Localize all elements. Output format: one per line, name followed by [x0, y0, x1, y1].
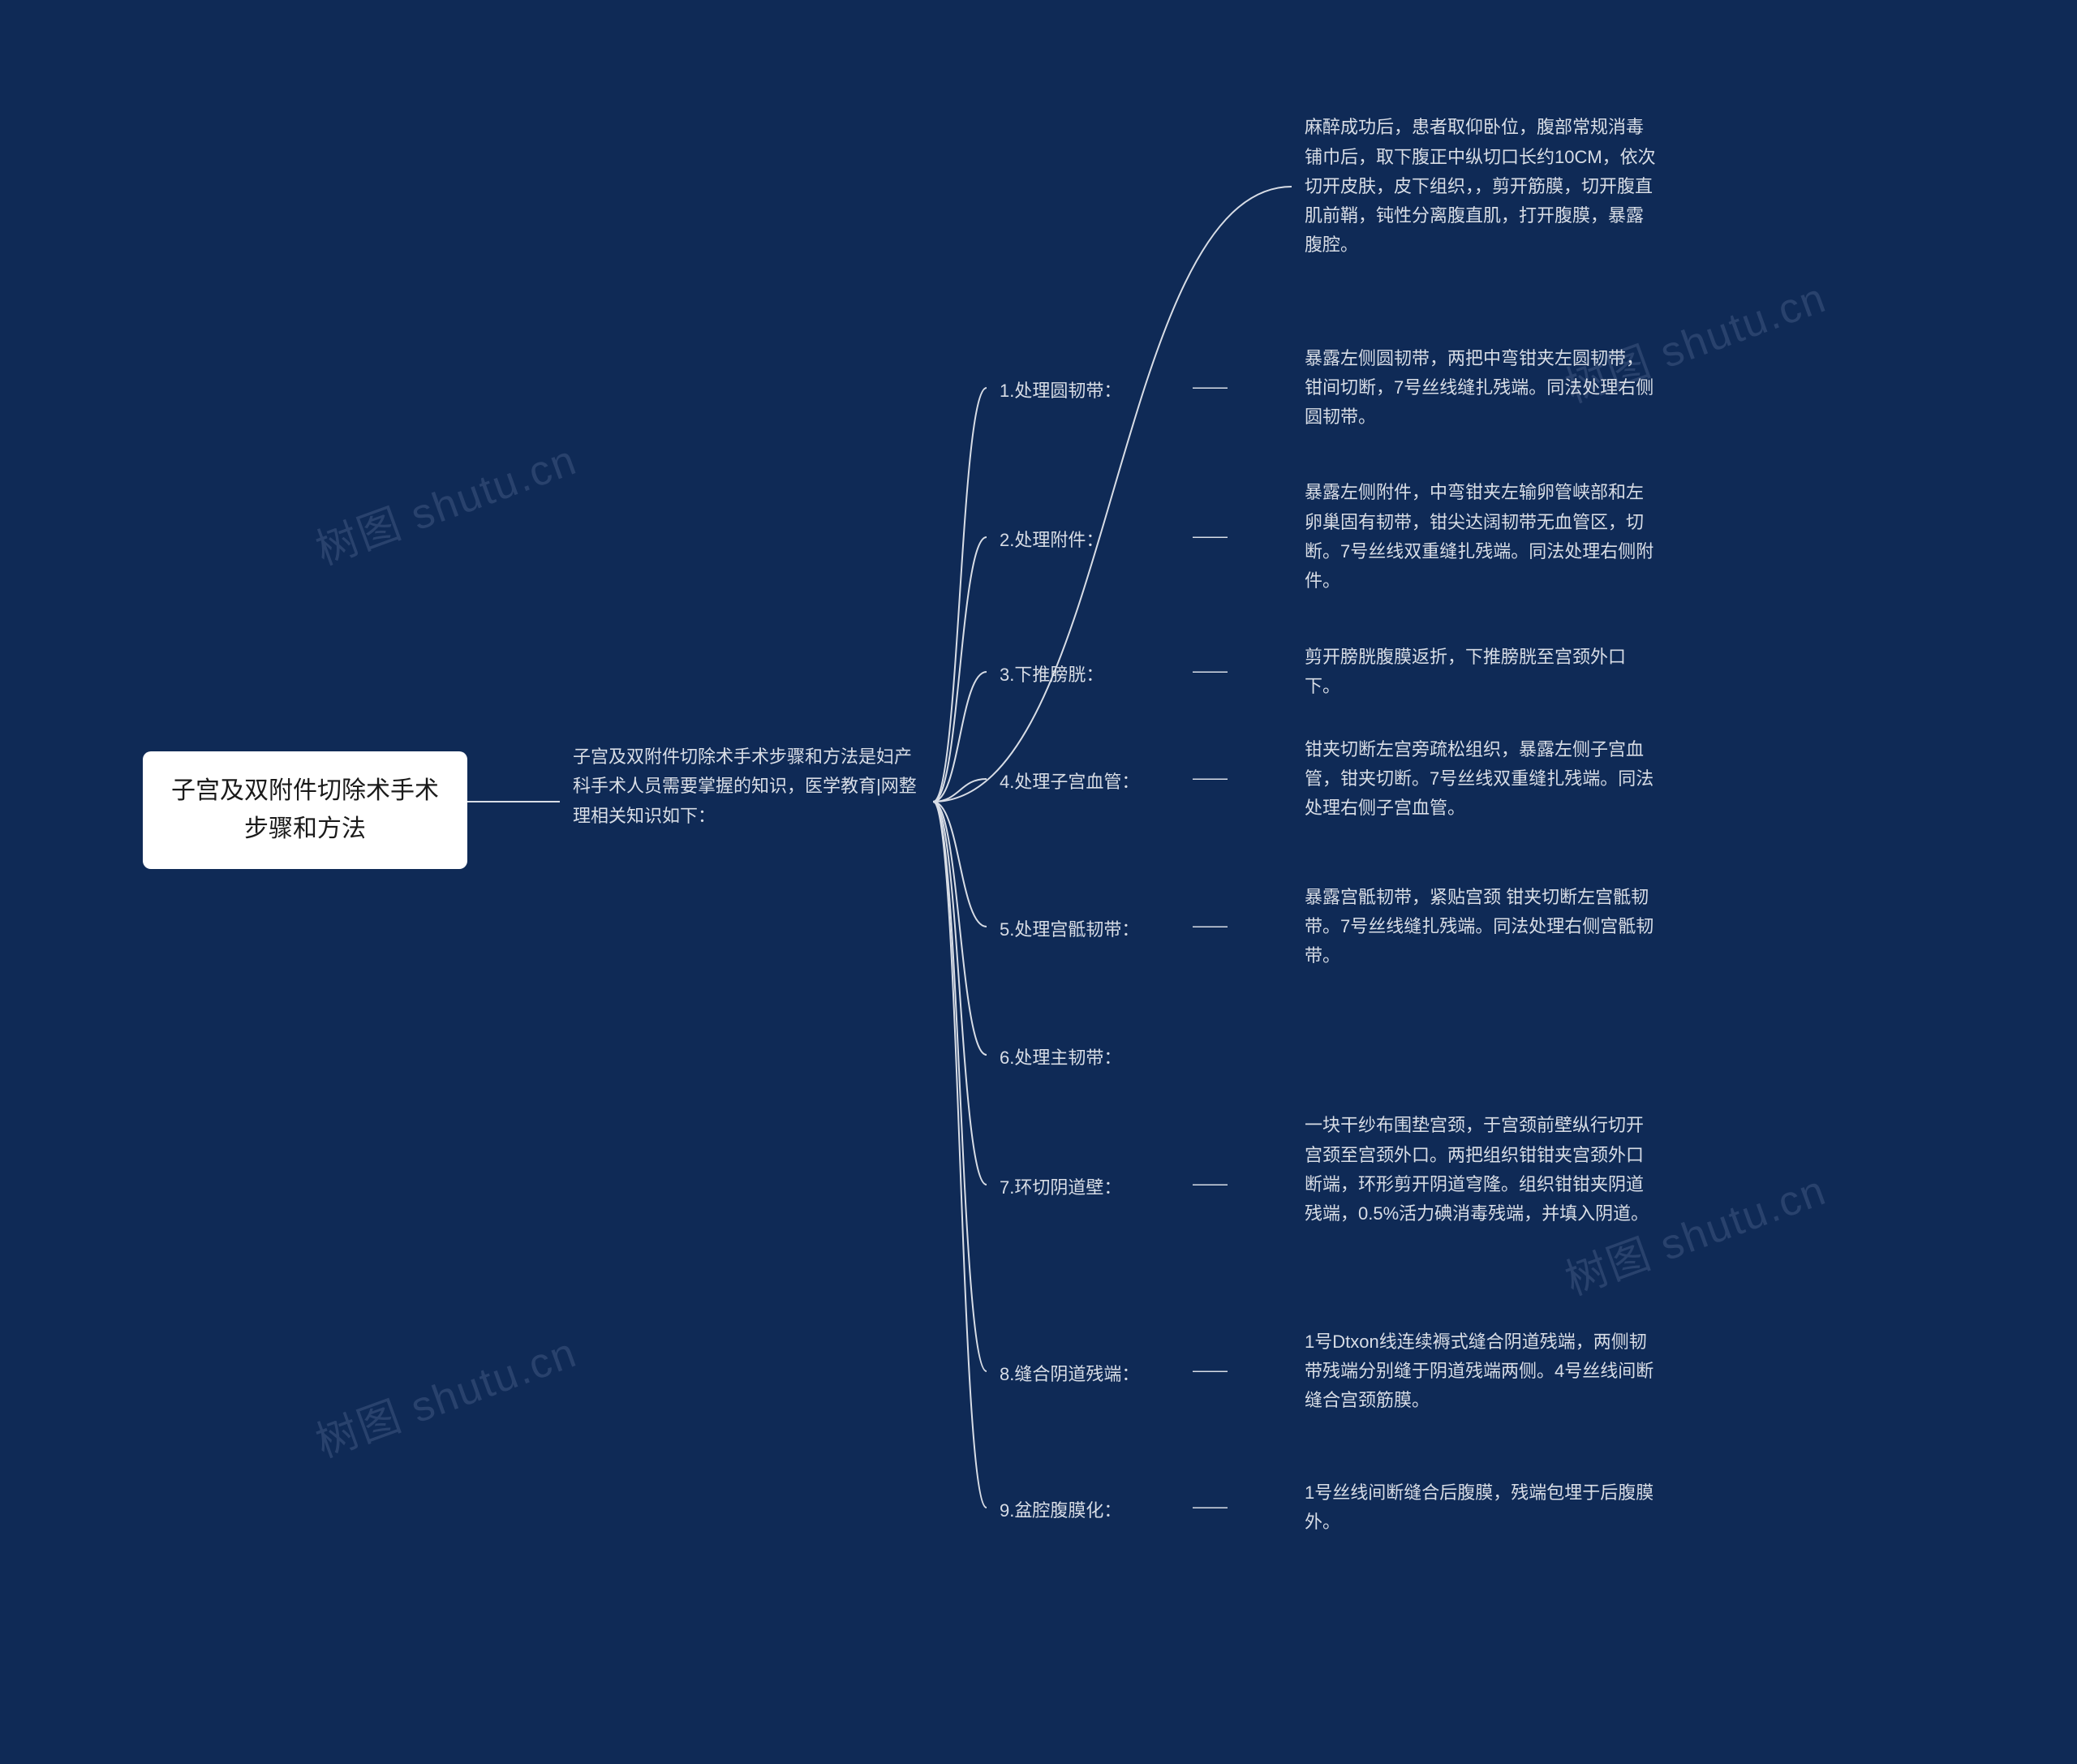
- step-detail: 钳夹切断左宫旁疏松组织，暴露左侧子宫血管，钳夹切断。7号丝线双重缝扎残端。同法处…: [1305, 735, 1658, 824]
- step-label: 4.处理子宫血管：: [1000, 768, 1170, 797]
- step-label: 3.下推膀胱：: [1000, 660, 1170, 690]
- step-label: 1.处理圆韧带：: [1000, 376, 1170, 406]
- level1-node: 子宫及双附件切除术手术步骤和方法是妇产科手术人员需要掌握的知识，医学教育|网整理…: [573, 742, 922, 831]
- step-detail: 剪开膀胱腹膜返折，下推膀胱至宫颈外口下。: [1305, 643, 1658, 702]
- connector-dash: ——: [1193, 376, 1227, 398]
- step-detail: 暴露宫骶韧带，紧贴宫颈 钳夹切断左宫骶韧带。7号丝线缝扎残端。同法处理右侧宫骶韧…: [1305, 883, 1658, 971]
- step-label: 2.处理附件：: [1000, 526, 1170, 555]
- root-node: 子宫及双附件切除术手术步骤和方法: [143, 751, 467, 869]
- step-label: 5.处理宫骶韧带：: [1000, 915, 1170, 944]
- connector-dash: ——: [1193, 915, 1227, 936]
- step-label: 8.缝合阴道残端：: [1000, 1360, 1170, 1389]
- connector-dash: ——: [1193, 1360, 1227, 1381]
- step-label: 7.环切阴道壁：: [1000, 1173, 1170, 1203]
- level1-node-text: 子宫及双附件切除术手术步骤和方法是妇产科手术人员需要掌握的知识，医学教育|网整理…: [573, 746, 917, 826]
- watermark: 树图 shutu.cn: [306, 426, 583, 577]
- step-label: 6.处理主韧带：: [1000, 1043, 1170, 1073]
- step-detail: 暴露左侧圆韧带，两把中弯钳夹左圆韧带，钳间切断，7号丝线缝扎残端。同法处理右侧圆…: [1305, 344, 1658, 432]
- step-label: 9.盆腔腹膜化：: [1000, 1496, 1170, 1525]
- step-detail: 暴露左侧附件，中弯钳夹左输卵管峡部和左卵巢固有韧带，钳尖达阔韧带无血管区，切断。…: [1305, 478, 1658, 596]
- step-detail: 1号丝线间断缝合后腹膜，残端包埋于后腹膜外。: [1305, 1478, 1658, 1538]
- connector-dash: ——: [1193, 768, 1227, 789]
- root-node-text: 子宫及双附件切除术手术步骤和方法: [171, 777, 439, 842]
- step-detail: 1号Dtxon线连续褥式缝合阴道残端，两侧韧带残端分别缝于阴道残端两侧。4号丝线…: [1305, 1327, 1658, 1416]
- step-detail: 麻醉成功后，患者取仰卧位，腹部常规消毒铺巾后，取下腹正中纵切口长约10CM，依次…: [1305, 113, 1658, 260]
- watermark: 树图 shutu.cn: [306, 1319, 583, 1469]
- connector-dash: ——: [1193, 660, 1227, 682]
- connector-dash: ——: [1193, 1496, 1227, 1517]
- step-detail: 一块干纱布围垫宫颈，于宫颈前壁纵行切开宫颈至宫颈外口。两把组织钳钳夹宫颈外口断端…: [1305, 1111, 1658, 1228]
- connector-dash: ——: [1193, 526, 1227, 547]
- connector-dash: ——: [1193, 1173, 1227, 1194]
